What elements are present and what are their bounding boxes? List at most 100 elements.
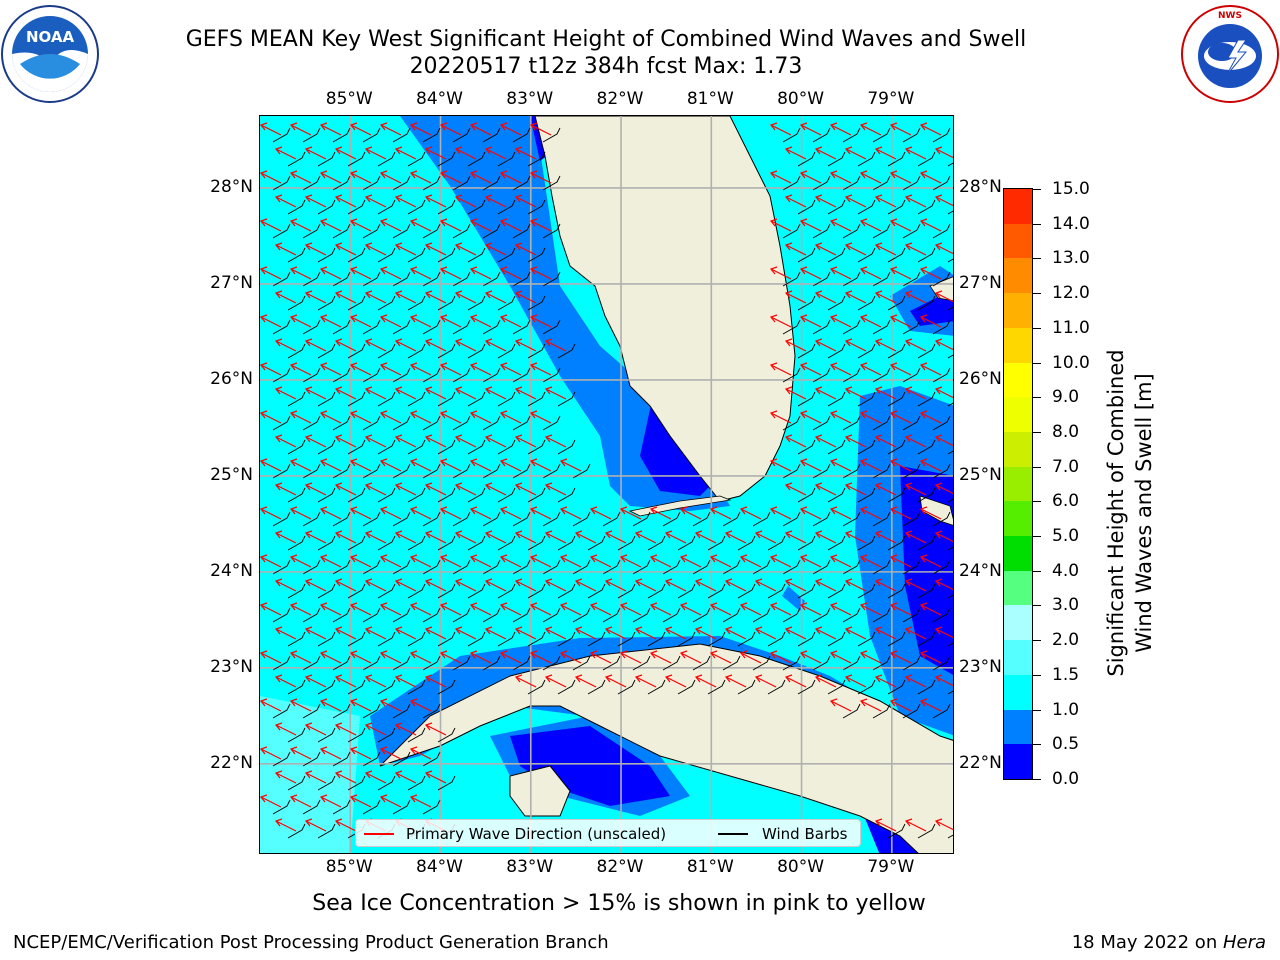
wave-direction-arrow (470, 460, 492, 472)
wave-arrow-head (709, 506, 718, 515)
wave-arrow-head (349, 698, 358, 707)
wind-barb (857, 631, 876, 647)
wave-arrow-head (260, 170, 268, 179)
wind-barb (482, 319, 501, 335)
wave-direction-arrow (815, 388, 837, 400)
wind-barb (392, 367, 411, 383)
wave-direction-arrow (695, 676, 717, 688)
wind-barb (347, 583, 366, 599)
wave-arrow-head (334, 626, 343, 635)
wave-arrow-head (874, 482, 883, 491)
wind-barb (812, 559, 831, 575)
wave-direction-arrow (380, 460, 402, 472)
wave-direction-arrow (410, 508, 432, 520)
wave-direction-arrow (380, 700, 402, 712)
wave-arrow-head (409, 602, 418, 611)
wind-barb (302, 415, 321, 431)
wave-direction-arrow (350, 268, 372, 280)
wave-direction-arrow (305, 772, 327, 784)
wave-arrow-head (799, 554, 808, 563)
wind-barb (572, 559, 591, 575)
wind-barb (947, 642, 953, 647)
noaa-logo-icon: NOAA (1, 5, 99, 103)
wind-barb (407, 535, 426, 551)
wind-barb (857, 151, 876, 167)
wave-arrow-head (409, 410, 418, 419)
wave-direction-arrow (455, 484, 477, 496)
wave-direction-arrow (320, 556, 342, 568)
wave-direction-arrow (380, 748, 402, 760)
wave-direction-arrow (530, 556, 552, 568)
wave-arrow-head (919, 170, 928, 179)
wave-arrow-head (409, 650, 418, 659)
wave-arrow-head (919, 554, 928, 563)
wave-direction-arrow (890, 172, 912, 184)
wind-barb (902, 703, 921, 719)
wave-arrow-head (694, 674, 703, 683)
wave-direction-arrow (410, 316, 432, 328)
wave-direction-arrow (365, 148, 387, 160)
wave-arrow-head (514, 386, 523, 395)
wave-direction-arrow (425, 484, 447, 496)
wave-arrow-head (334, 146, 343, 155)
wind-barb (707, 631, 726, 647)
wind-barb (332, 367, 351, 383)
wind-barb (812, 367, 831, 383)
wave-direction-arrow (500, 460, 522, 472)
wind-barb (917, 391, 936, 407)
wind-barb (827, 151, 846, 167)
wind-barb (527, 247, 546, 263)
wave-direction-arrow (380, 220, 402, 232)
wave-direction-arrow (320, 364, 342, 376)
wave-direction-arrow (890, 412, 912, 424)
wave-direction-arrow (620, 556, 642, 568)
wave-direction-arrow (815, 436, 837, 448)
wind-barb (467, 343, 486, 359)
colorbar-segment (1004, 466, 1032, 502)
wind-barb (872, 319, 891, 335)
wave-arrow-head (664, 578, 673, 587)
wind-barb (452, 271, 471, 287)
wave-arrow-head (379, 218, 388, 227)
wave-direction-arrow (440, 652, 462, 664)
wave-direction-arrow (425, 676, 447, 688)
wind-barb (947, 162, 953, 167)
wave-arrow-head (334, 242, 343, 251)
wind-barb (692, 607, 711, 623)
wind-barb (317, 151, 336, 167)
wind-barb (857, 679, 876, 695)
wave-direction-arrow (350, 412, 372, 424)
wave-direction-arrow (935, 484, 953, 495)
wave-direction-arrow (320, 412, 342, 424)
wave-direction-arrow (785, 388, 807, 400)
wave-direction-arrow (485, 148, 507, 160)
wave-direction-arrow (830, 124, 852, 136)
wave-arrow-head (859, 170, 868, 179)
wind-barb (272, 463, 291, 479)
wind-barb (677, 535, 696, 551)
wave-arrow-head (334, 770, 343, 779)
wave-arrow-head (349, 170, 358, 179)
wave-direction-arrow (335, 340, 357, 352)
wind-barb (287, 583, 306, 599)
wave-arrow-head (859, 458, 868, 467)
wave-arrow-head (334, 722, 343, 731)
wave-direction-arrow (800, 412, 822, 424)
wave-direction-arrow (830, 556, 852, 568)
wave-arrow-head (260, 506, 268, 515)
wind-barb (887, 343, 906, 359)
wind-barb (317, 823, 336, 839)
wave-arrow-head (334, 194, 343, 203)
wind-barb (287, 295, 306, 311)
wind-barb (437, 583, 456, 599)
wave-arrow-head (919, 218, 928, 227)
wave-arrow-head (394, 578, 403, 587)
wave-arrow-head (649, 650, 658, 659)
colorbar-segment (1004, 188, 1032, 224)
wave-arrow-head (469, 410, 478, 419)
wave-direction-arrow (425, 772, 447, 784)
wind-barb (287, 679, 306, 695)
wave-arrow-head (469, 362, 478, 371)
wave-direction-arrow (785, 676, 807, 688)
wave-direction-arrow (500, 220, 522, 232)
